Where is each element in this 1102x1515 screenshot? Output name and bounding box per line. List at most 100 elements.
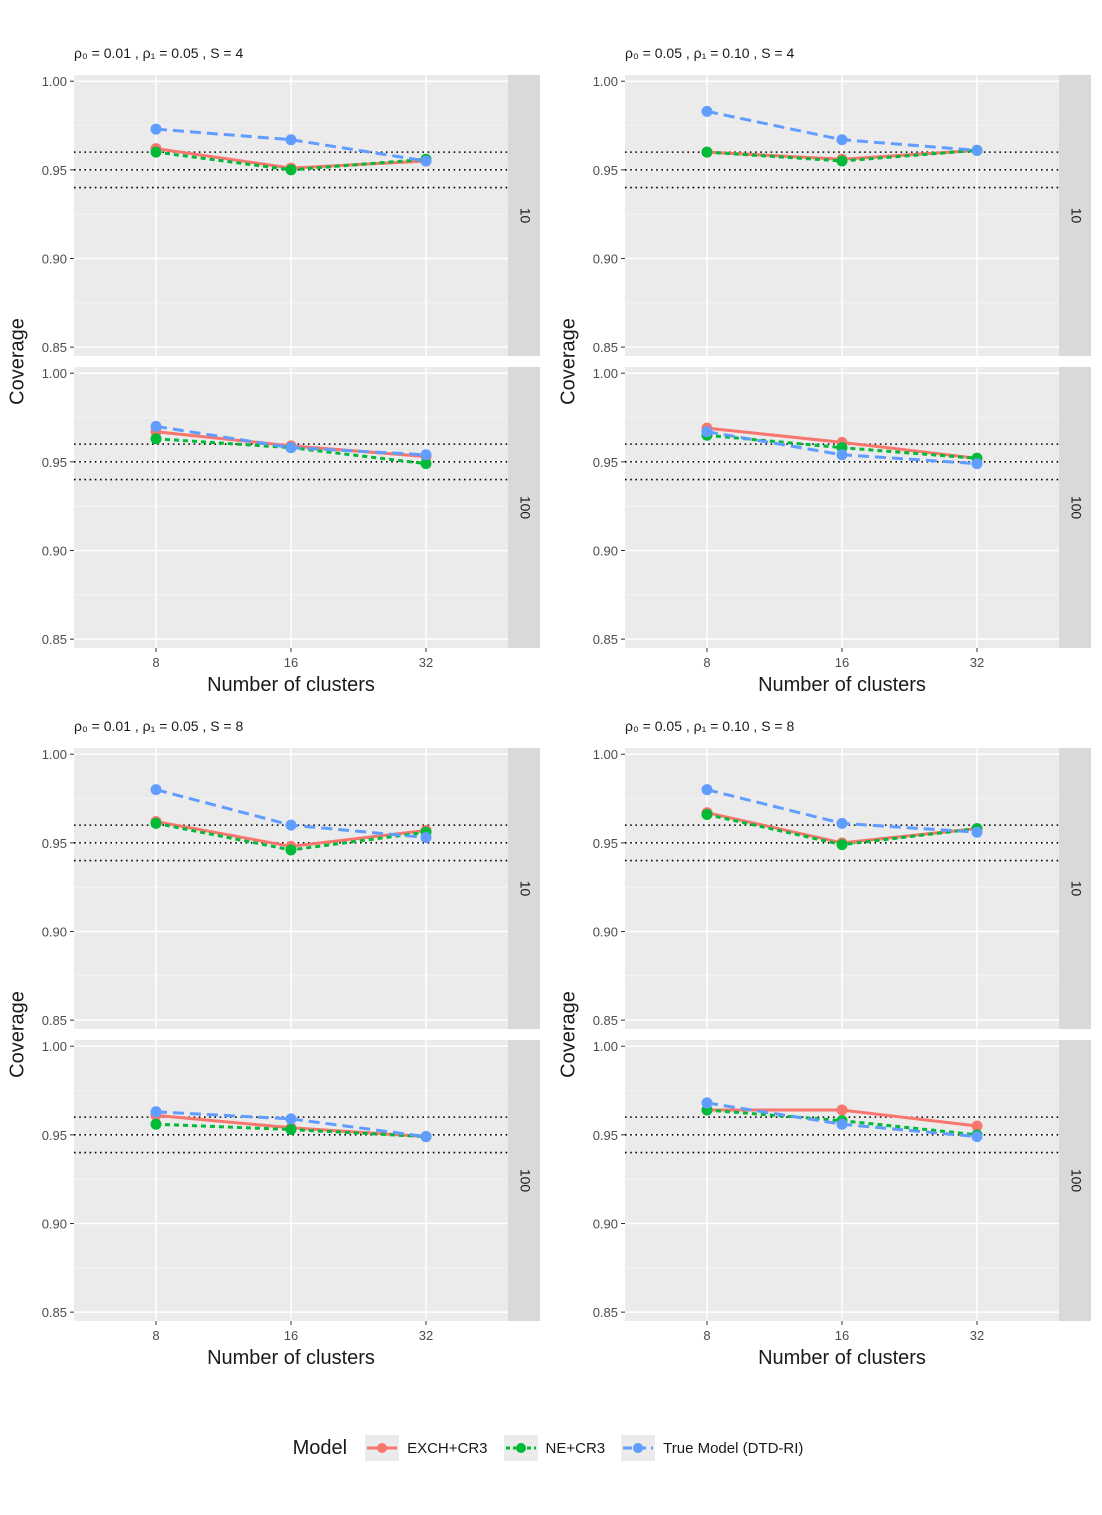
panel-1-facet-1-series-2-point: [836, 449, 848, 461]
panel-3-facet-0-series-1-point: [701, 808, 713, 820]
panel-3-facet-0-ytick-label: 0.85: [593, 1013, 618, 1028]
panel-3-facet-1-series-0-point: [971, 1120, 983, 1132]
panel-0-facet-0-series-1-point: [150, 146, 162, 158]
panel-1-facet-1-strip-label: 100: [1068, 496, 1084, 520]
panel-1-facet-0-ytick-label: 1.00: [593, 74, 618, 89]
panel-0-facet-0-ytick-label: 1.00: [42, 74, 67, 89]
panel-3-facet-1-ytick-label: 0.95: [593, 1128, 618, 1143]
panel-0-facet-1-strip: [508, 367, 540, 648]
legend-title: Model: [292, 1436, 348, 1459]
panel-3-facet-0-strip: [1059, 748, 1091, 1029]
panel-3-xtick-label: 8: [703, 1328, 710, 1343]
panel-2-xtick-label: 16: [284, 1328, 298, 1343]
panel-2-facet-1-ytick-label: 0.85: [42, 1305, 67, 1320]
panel-3-title: ρ₀ = 0.05 , ρ₁ = 0.10 , S = 8: [625, 718, 794, 734]
panel-0-facet-0-ytick-label: 0.95: [42, 163, 67, 178]
panel-1-facet-0-strip: [1059, 75, 1091, 356]
panel-0-facet-1-ytick-label: 1.00: [42, 366, 67, 381]
panel-0-facet-1-series-1-point: [420, 458, 432, 470]
panel-3-facet-1-ytick-label: 1.00: [593, 1039, 618, 1054]
panel-1-facet-1-ytick-label: 1.00: [593, 366, 618, 381]
panel-1-facet-0-ytick-label: 0.90: [593, 251, 618, 266]
panel-1-facet-1-strip: [1059, 367, 1091, 648]
panel-1-facet-0-series-2-point: [971, 144, 983, 156]
panel-2-ylabel: Coverage: [6, 991, 28, 1078]
panel-1-facet-0-series-2-point: [836, 134, 848, 146]
panel-2-xtick-label: 32: [419, 1328, 433, 1343]
panel-1-facet-1-ytick-label: 0.85: [593, 632, 618, 647]
panel-2-facet-1-strip: [508, 1040, 540, 1321]
panel-3-facet-0-strip-label: 10: [1068, 881, 1084, 897]
panel-2-facet-1-ytick-label: 0.90: [42, 1216, 67, 1231]
panel-2-facet-0-series-1-point: [150, 817, 162, 829]
panel-1-facet-0-ytick-label: 0.85: [593, 340, 618, 355]
panel-2-facet-1-series-1-point: [150, 1118, 162, 1130]
panel-1-facet-1-ytick-label: 0.90: [593, 543, 618, 558]
panel-0-xtick-label: 16: [284, 655, 298, 670]
panel-3-facet-1-series-2-point: [971, 1131, 983, 1143]
panel-3-facet-0-ytick-label: 1.00: [593, 747, 618, 762]
panel-1-facet-0-strip-label: 10: [1068, 208, 1084, 224]
panel-3-facet-0-ytick-label: 0.95: [593, 836, 618, 851]
legend-label-true-model: True Model (DTD-RI): [663, 1439, 804, 1457]
panel-0-xlabel: Number of clusters: [207, 674, 375, 696]
panel-0-facet-1-strip-label: 100: [517, 496, 533, 520]
panel-1-ylabel: Coverage: [557, 318, 579, 405]
panel-2-facet-0-series-1-point: [285, 844, 297, 856]
panel-2-facet-0-ytick-label: 0.95: [42, 836, 67, 851]
panel-2-facet-1-ytick-label: 0.95: [42, 1128, 67, 1143]
panel-1-xtick-label: 8: [703, 655, 710, 670]
panel-0-facet-0-series-2-point: [150, 123, 162, 135]
panel-3-facet-1-series-0-point: [836, 1104, 848, 1116]
panel-1-xtick-label: 32: [970, 655, 984, 670]
panel-0-xtick-label: 32: [419, 655, 433, 670]
panel-0-facet-0-series-1-point: [285, 164, 297, 176]
panel-0-facet-1-ytick-label: 0.95: [42, 455, 67, 470]
panel-3-facet-1-series-2-point: [836, 1118, 848, 1130]
panel-1-facet-1-ytick-label: 0.95: [593, 455, 618, 470]
panel-2-xtick-label: 8: [152, 1328, 159, 1343]
panel-2-facet-1-series-2-point: [285, 1113, 297, 1125]
panel-2-facet-0-series-2-point: [285, 819, 297, 831]
legend-label-ne-cr3: NE+CR3: [545, 1439, 606, 1457]
panel-1-facet-0-series-1-point: [701, 146, 713, 158]
panel-1-xlabel: Number of clusters: [758, 674, 926, 696]
panel-2-facet-1-ytick-label: 1.00: [42, 1039, 67, 1054]
panel-3-xtick-label: 16: [835, 1328, 849, 1343]
panel-1-facet-1-series-2-point: [971, 458, 983, 470]
panel-2-facet-1-series-2-point: [420, 1131, 432, 1143]
legend-item-ne-cr3: NE+CR3: [503, 1435, 606, 1461]
panel-2-xlabel: Number of clusters: [207, 1347, 375, 1369]
panel-1-facet-0-series-1-point: [836, 155, 848, 167]
panel-0-facet-1-series-1-point: [150, 433, 162, 445]
panel-0-facet-0-series-2-point: [420, 155, 432, 167]
panel-2-facet-0-strip: [508, 748, 540, 1029]
panel-3-facet-1-ytick-label: 0.90: [593, 1216, 618, 1231]
panel-0-facet-0-strip-label: 10: [517, 208, 533, 224]
legend-key-exch-cr3: [365, 1435, 400, 1461]
panel-0-ylabel: Coverage: [6, 318, 28, 405]
panel-0-facet-0-series-2-line: [155, 127, 427, 163]
panel-2-facet-0-strip-label: 10: [517, 881, 533, 897]
panel-3-facet-0-series-2-point: [971, 826, 983, 838]
panel-3-xlabel: Number of clusters: [758, 1347, 926, 1369]
panel-2-facet-1-series-2-line: [155, 1110, 427, 1139]
panel-0-facet-1-series-2-point: [285, 442, 297, 454]
panel-0-facet-0-series-2-point: [285, 134, 297, 146]
panel-0-facet-0-ytick-label: 0.90: [42, 251, 67, 266]
panel-0-facet-0-ytick-label: 0.85: [42, 340, 67, 355]
panel-2-facet-0-ytick-label: 1.00: [42, 747, 67, 762]
panel-2-title: ρ₀ = 0.01 , ρ₁ = 0.05 , S = 8: [74, 718, 243, 734]
legend-label-exch-cr3: EXCH+CR3: [407, 1439, 488, 1457]
panel-0-facet-1-series-2-point: [420, 449, 432, 461]
panel-3-xtick-label: 32: [970, 1328, 984, 1343]
panel-0-facet-1-ytick-label: 0.90: [42, 543, 67, 558]
panel-1-title: ρ₀ = 0.05 , ρ₁ = 0.10 , S = 4: [625, 45, 794, 61]
panel-3-facet-0-series-2-point: [836, 817, 848, 829]
panel-3-ylabel: Coverage: [557, 991, 579, 1078]
panel-0-facet-0-strip: [508, 75, 540, 356]
panel-1-xtick-label: 16: [835, 655, 849, 670]
coverage-figure: ρ₀ = 0.01 , ρ₁ = 0.05 , S = 4 0.85 0.90 0.9…: [6, 45, 1091, 1369]
legend-key-true-model: [621, 1435, 656, 1461]
panel-0-title: ρ₀ = 0.01 , ρ₁ = 0.05 , S = 4: [74, 45, 243, 61]
